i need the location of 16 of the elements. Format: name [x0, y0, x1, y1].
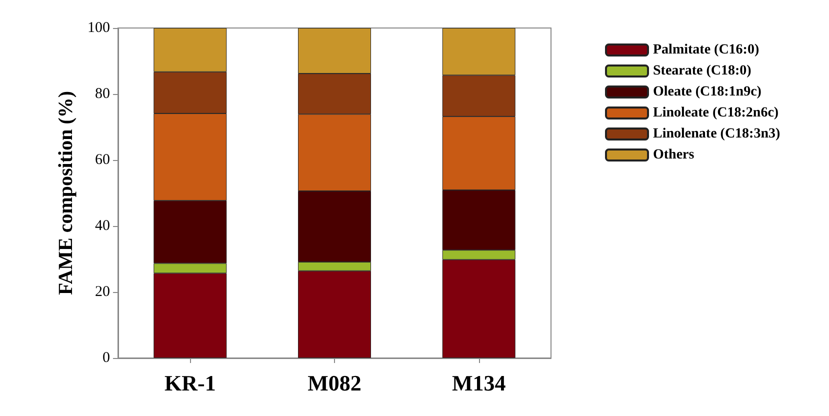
legend-label: Others [653, 148, 695, 162]
y-tick-label: 0 [102, 350, 110, 366]
y-tick-label: 100 [88, 20, 110, 36]
x-tick-label: M134 [452, 370, 506, 396]
legend-label: Palmitate (C16:0) [653, 42, 760, 58]
legend-label: Linolenate (C18:3n3) [653, 126, 780, 142]
x-tick-label: KR-1 [164, 370, 216, 396]
y-tick-label: 60 [95, 152, 110, 168]
y-tick-label: 80 [95, 86, 110, 102]
y-tick-label: 40 [95, 218, 110, 234]
y-axis-title: FAME composition (%) [55, 90, 77, 296]
legend-label: Stearate (C18:0) [653, 64, 752, 78]
y-tick-label: 20 [95, 284, 110, 300]
x-tick-label: M082 [308, 370, 362, 396]
legend-label: Linoleate (C18:2n6c) [653, 106, 779, 120]
legend-label: Oleate (C18:1n9c) [653, 84, 762, 100]
